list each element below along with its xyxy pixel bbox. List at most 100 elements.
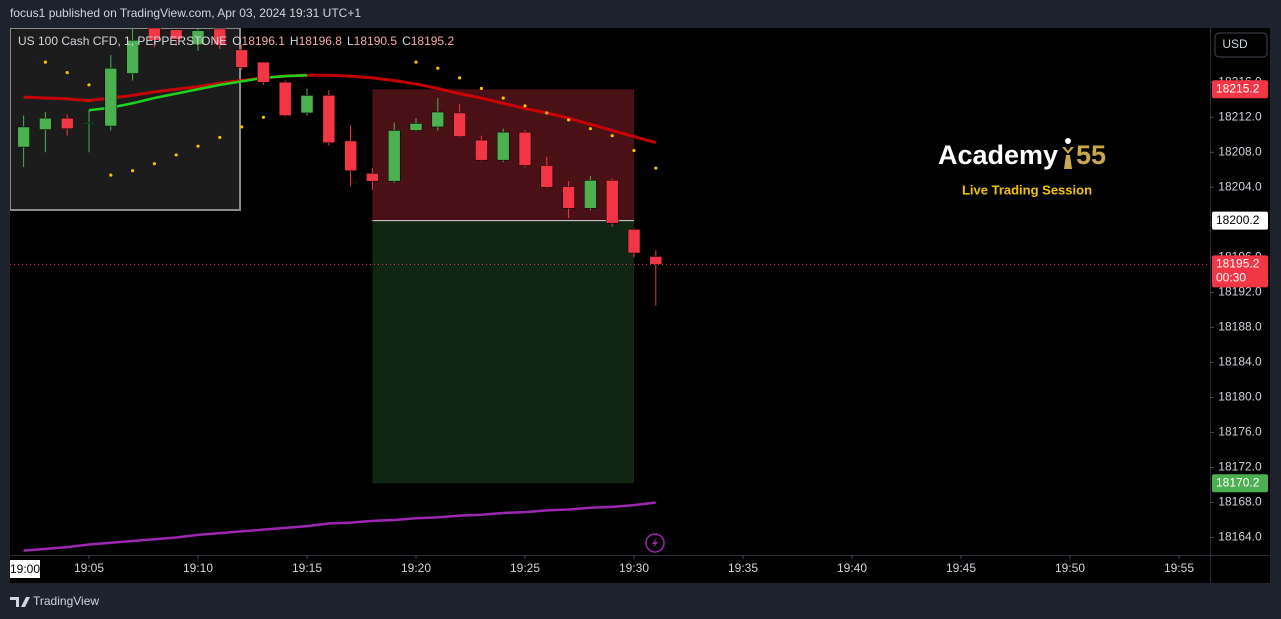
price-badge [1212,474,1268,493]
brand-icon [1062,147,1074,169]
plot-layer [10,28,657,552]
indicator-line [23,501,656,552]
ohlc-value: 18195.2 [411,34,455,48]
ohlc-prefix: L [347,34,354,48]
x-tick-label: 19:30 [619,561,649,575]
symbol: US 100 Cash CFD, 1, PEPPERSTONE [18,34,227,48]
x-tick-label: 19:55 [1164,561,1194,575]
sar-dot [458,76,462,80]
sar-dot [567,118,571,122]
candle-body [278,82,292,116]
candle-body [126,40,139,74]
candle-body [148,28,161,41]
ohlc-prefix: H [290,34,299,48]
logo-icon [10,597,30,607]
candle-body [431,111,445,128]
axis-layer: 18164.0 18168.0 18172.0 18176.0 18180.0 18184… [10,74,1268,578]
sar-dot [174,153,178,157]
brand-tagline: Live Trading Session [962,182,1092,197]
candle-body [300,95,314,114]
sar-dot [501,96,505,100]
y-tick-label: 18184.0 [1218,355,1262,369]
ohlc-legend: US 100 Cash CFD, 1, PEPPERSTONE O18196.1 H… [18,34,454,48]
y-tick-label: 18188.0 [1218,320,1262,334]
price-badge [1212,211,1268,230]
sar-dot [610,134,614,138]
brand-icon [1065,138,1071,144]
candle-body [213,28,227,45]
candle-body [82,122,96,124]
ohlc-prefix: C [402,34,411,48]
y-tick-label: 18176.0 [1218,425,1262,439]
x-tick-label: 19:40 [837,561,867,575]
sar-dot [436,66,440,70]
sar-dot [588,127,593,131]
y-tick-label: 18204.0 [1218,179,1262,193]
sar-dot [87,83,91,87]
sar-dot [261,115,265,119]
candle-body [235,49,248,68]
x-tick-label: 19:15 [292,561,322,575]
price-badge-label: 18215.2 [1216,81,1260,95]
candle-body [387,130,401,182]
candle-body [540,165,554,188]
candle-body [17,126,30,148]
target-zone [372,220,634,484]
alert-bolt[interactable] [652,537,658,549]
crosshair-time-box [10,560,40,578]
candle-body [518,131,532,166]
brand-name: Academy [938,140,1058,170]
sar-dot [43,60,48,64]
candle-body [322,95,336,143]
y-tick-label: 18180.0 [1218,390,1262,404]
crosshair-time: 19:00 [10,562,40,576]
footer-text: TradingView [33,594,99,608]
candle-body [627,229,641,254]
candle-body [562,186,575,209]
candle-body [104,68,118,127]
currency[interactable]: USD [1222,37,1248,51]
price-badge [1212,255,1268,288]
sar-dot [196,144,200,148]
y-tick-label: 18192.0 [1218,285,1262,299]
x-tick-label: 19:45 [946,561,976,575]
sar-dot [632,148,636,153]
publisher: focus1 published on TradingView.com, Apr… [10,6,361,20]
candle-body [475,139,488,161]
countdown: 00:30 [1216,271,1246,285]
sar-dot [131,169,135,173]
brand-number: 55 [1076,140,1106,170]
y-tick-label: 18172.0 [1218,460,1262,474]
x-tick-label: 19:20 [401,561,431,575]
candle-body [453,112,466,137]
price-badge-label: 18200.2 [1216,213,1260,227]
candle-body [169,29,183,40]
candle-body [39,117,52,130]
sar-dot [479,86,483,91]
candle-body [191,30,205,45]
sar-dot [65,71,69,75]
footer-logo: TradingView [10,594,99,608]
candle-body [257,61,270,83]
candle-body [605,180,619,224]
price-badge [1212,80,1268,99]
x-tick-label: 19:35 [728,561,758,575]
sar-dot [109,173,113,177]
ohlc-value: 18196.8 [299,34,343,48]
y-tick-label: 18208.0 [1218,144,1262,158]
indicator-line [88,74,308,112]
sar-dot [545,111,549,115]
ohlc-prefix: O [232,34,241,48]
sar-dot [240,125,244,129]
alert-circle[interactable] [645,533,665,553]
x-tick-label: 19:05 [74,561,104,575]
alert-icon[interactable] [645,533,665,553]
candle-body [344,140,357,171]
candle-body [366,173,379,182]
plot-layer [10,28,1210,306]
sar-dot [414,60,418,64]
sar-dot [523,104,527,108]
currency-button[interactable] [1214,32,1268,58]
candle-body [60,117,74,129]
